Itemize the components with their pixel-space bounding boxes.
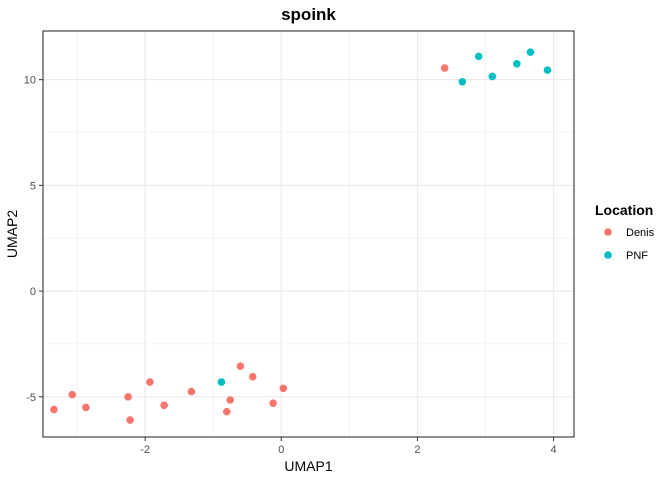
x-tick-label: 2 — [414, 444, 420, 456]
data-point-pnf — [526, 48, 535, 56]
data-point-denis — [223, 407, 231, 416]
data-point-denis — [248, 372, 257, 381]
data-point-denis — [68, 390, 77, 399]
data-point-denis — [126, 416, 134, 424]
data-point-pnf — [513, 59, 521, 68]
legend-label-pnf: PNF — [626, 250, 648, 262]
data-point-denis — [124, 393, 132, 401]
y-axis-title: UMAP2 — [4, 210, 20, 258]
legend-key-pnf — [604, 251, 612, 259]
y-tick-label: 10 — [24, 75, 36, 87]
panel-border — [42, 30, 575, 438]
y-tick-label: 0 — [30, 286, 36, 298]
data-point-denis — [226, 396, 235, 404]
data-point-pnf — [474, 52, 483, 61]
legend: Location Denis PNF — [595, 202, 655, 262]
data-point-denis — [279, 384, 288, 393]
chart-title: spoink — [281, 5, 336, 24]
data-point-denis — [146, 378, 154, 386]
data-point-pnf — [488, 72, 497, 81]
data-point-pnf — [458, 77, 467, 86]
x-tick-label: -2 — [140, 444, 150, 456]
data-point-pnf — [217, 378, 226, 386]
x-tick-label: 0 — [278, 444, 284, 456]
legend-title: Location — [595, 202, 653, 218]
x-tick-label: 4 — [551, 444, 557, 456]
legend-key-denis — [604, 228, 612, 236]
data-point-denis — [187, 387, 196, 396]
data-point-denis — [82, 403, 90, 412]
grid-major — [43, 31, 574, 437]
data-point-denis — [160, 401, 168, 410]
data-point-denis — [269, 399, 277, 407]
data-point-denis — [440, 64, 449, 72]
data-point-denis — [236, 362, 245, 370]
legend-label-denis: Denis — [626, 227, 655, 239]
x-axis-title: UMAP1 — [284, 458, 332, 474]
y-tick-label: -5 — [26, 392, 36, 404]
grid-minor — [43, 31, 574, 437]
axis-ticks — [39, 79, 555, 441]
data-point-denis — [50, 405, 58, 414]
y-tick-label: 5 — [30, 180, 36, 192]
data-points — [50, 48, 552, 424]
tick-labels: -2 0 2 4 -5 0 5 10 — [24, 75, 557, 456]
data-point-pnf — [543, 66, 552, 74]
